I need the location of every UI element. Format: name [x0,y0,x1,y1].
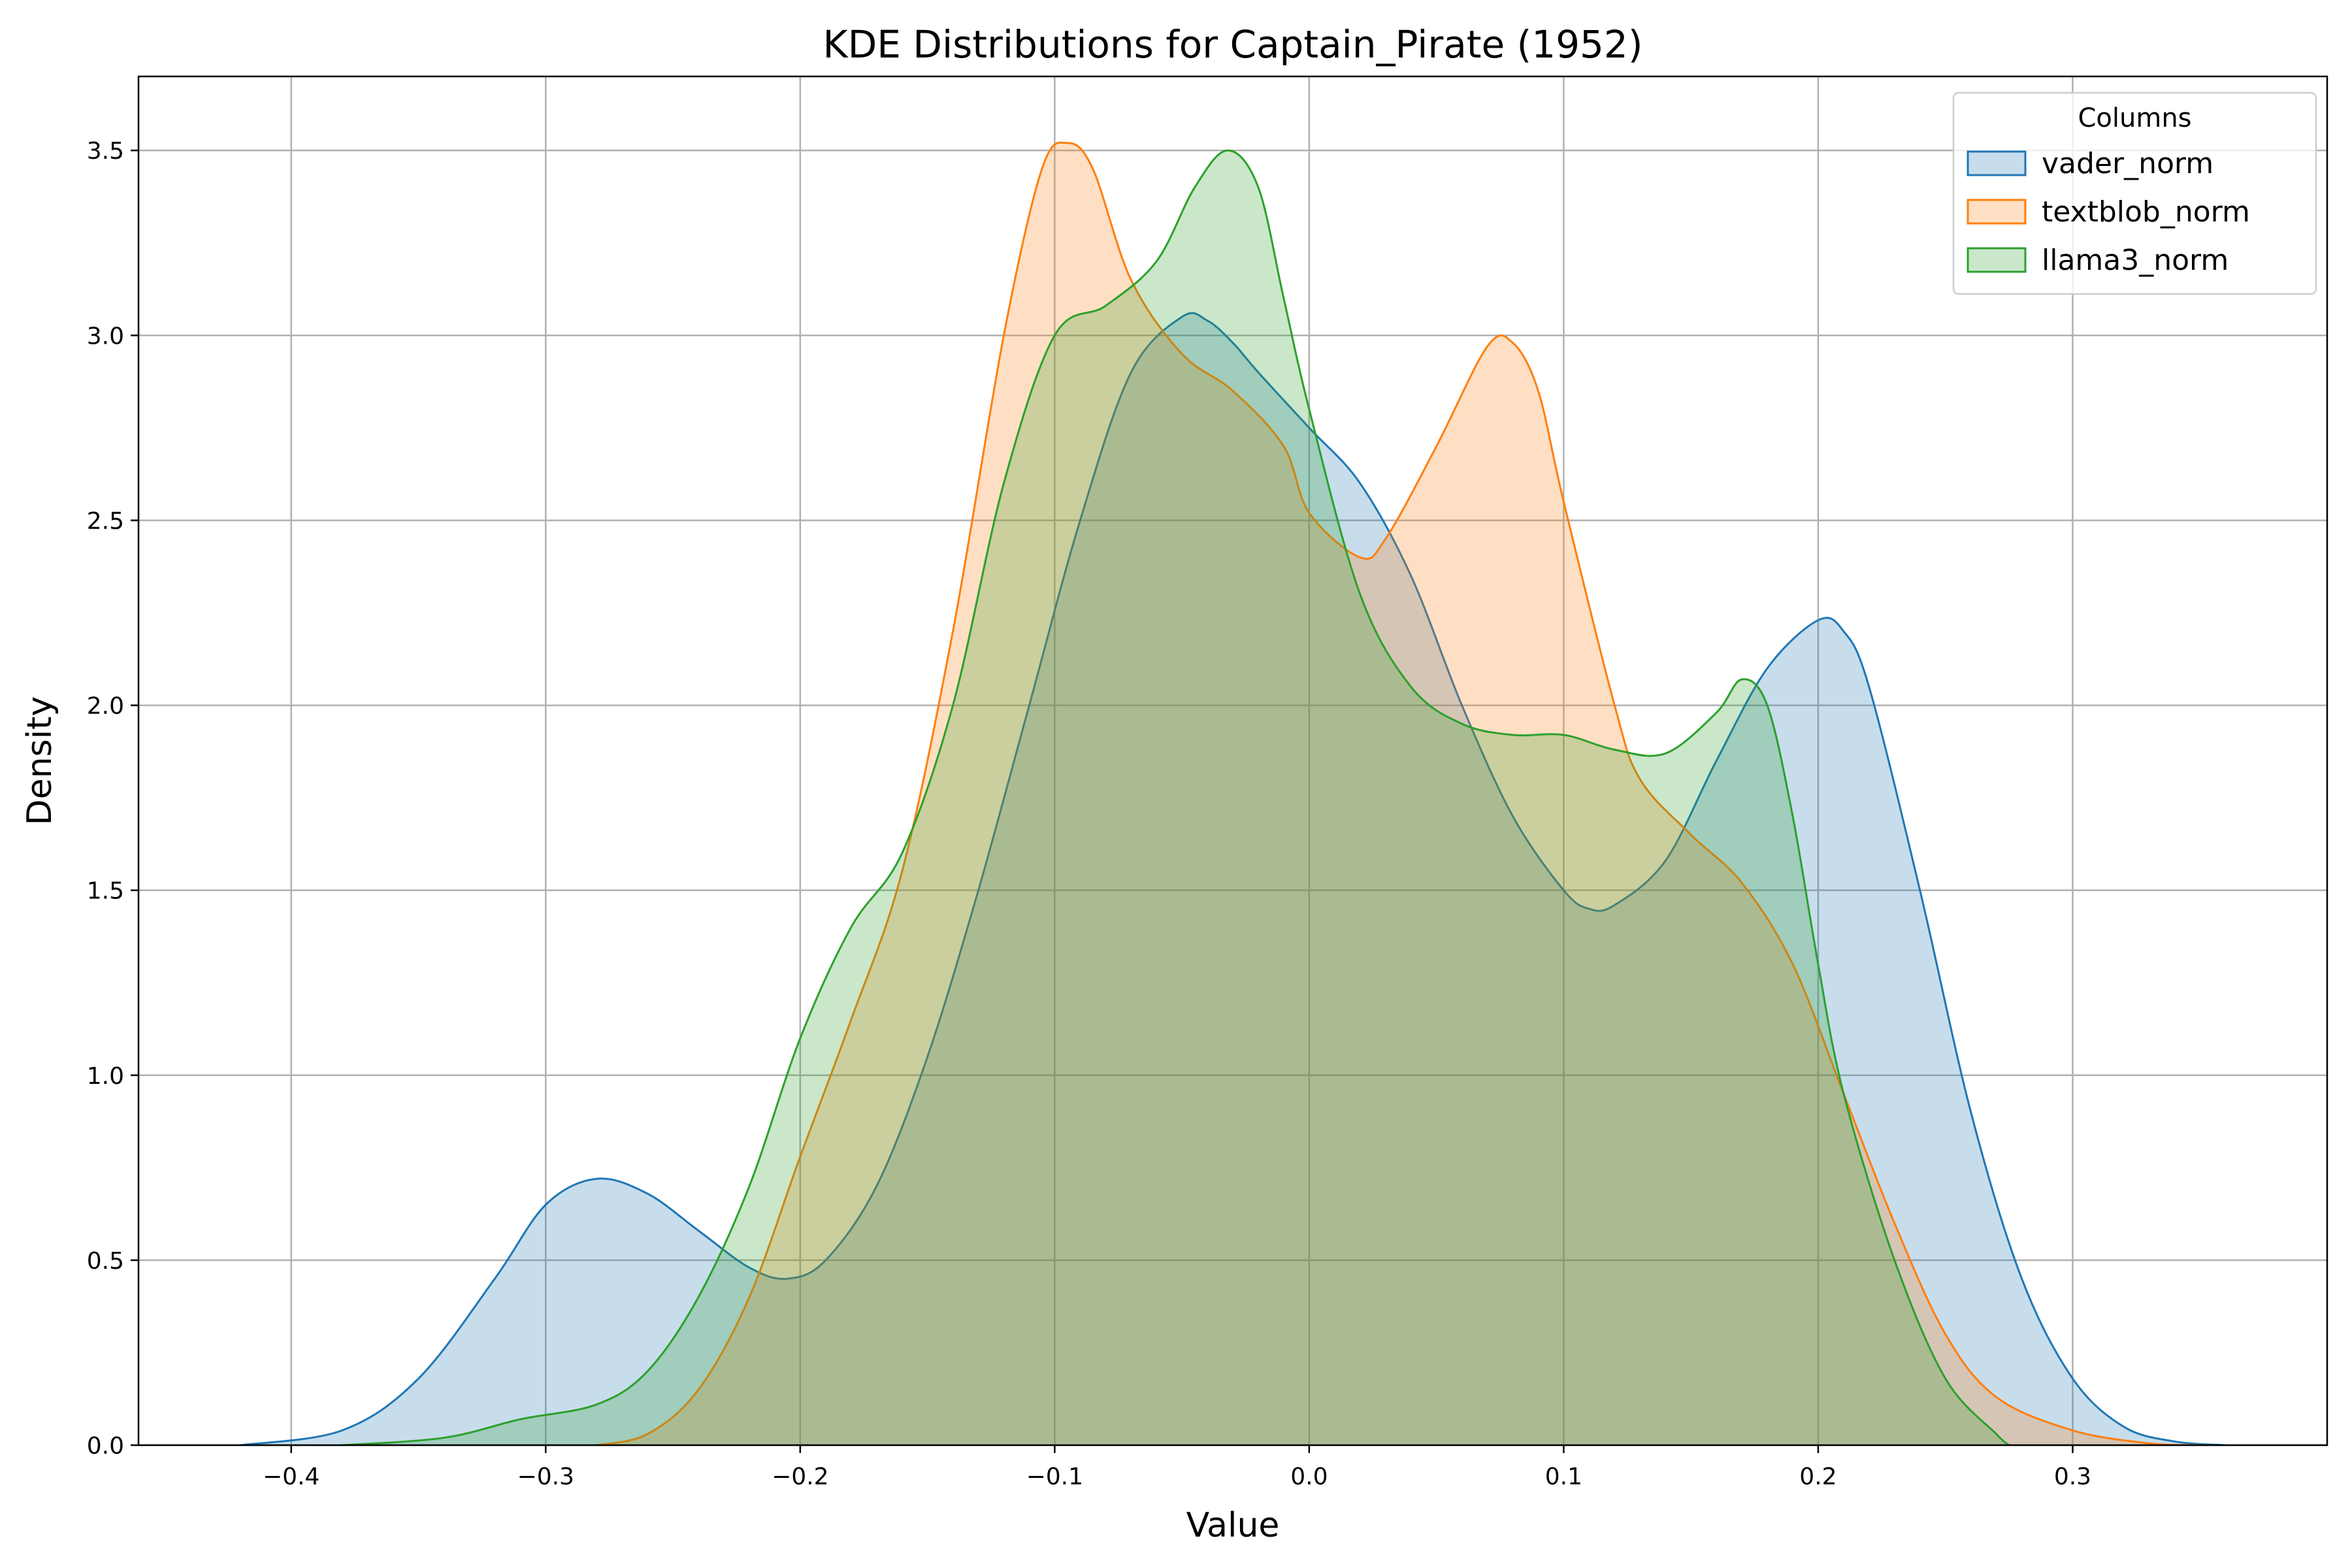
y-tick-label: 1.5 [87,878,124,905]
x-tick-label: 0.2 [1799,1463,1837,1490]
legend-box [1952,91,2317,295]
legend-swatch-llama3-norm [1967,247,2027,273]
x-tick-label: −0.1 [1026,1463,1083,1490]
series-layer [240,141,2226,1445]
y-tick-label: 0.5 [87,1248,124,1275]
axes-frame [137,75,2328,1446]
legend-swatch-vader-norm [1967,150,2027,176]
x-tick-label: −0.3 [517,1463,574,1490]
x-tick-label: −0.2 [772,1463,828,1490]
y-tick-label: 2.0 [87,693,124,720]
y-tick-label: 3.0 [87,323,124,350]
legend-label-vader-norm: vader_norm [2042,147,2213,180]
x-axis-label: Value [1186,1506,1280,1545]
legend-swatch-textblob-norm [1967,199,2027,225]
x-tick-label: 0.0 [1290,1463,1328,1490]
x-tick-label: 0.3 [2054,1463,2091,1490]
series-line-vader-norm [240,312,2226,1445]
y-tick-label: 1.0 [87,1063,124,1090]
series-area-textblob-norm [596,142,2200,1445]
y-axis-label: Density [20,696,59,826]
legend: Columns vader_norm textblob_norm llama3_no… [1952,91,2317,295]
series-area-llama3-norm [342,150,2010,1445]
series-area-vader-norm [240,313,2226,1445]
series-llama3-norm [342,149,2010,1445]
series-line-llama3-norm [342,149,2010,1445]
x-tick-label: −0.4 [263,1463,319,1490]
x-tick-label: 0.1 [1545,1463,1582,1490]
legend-entries: vader_norm textblob_norm llama3_norm [1967,147,2250,277]
legend-label-textblob-norm: textblob_norm [2042,195,2250,229]
series-vader-norm [240,312,2226,1445]
y-tick-label: 2.5 [87,508,124,534]
ticks: −0.4 −0.3 −0.2 −0.1 0.0 0.1 0.2 0.3 0.0 0.5 1.0 1.5… [87,138,2091,1490]
legend-label-llama3-norm: llama3_norm [2042,244,2229,277]
y-tick-label: 0.0 [87,1433,124,1460]
chart-title: KDE Distributions for Captain_Pirate (19… [823,22,1643,67]
y-tick-label: 3.5 [87,138,124,165]
legend-title: Columns [2078,103,2191,133]
